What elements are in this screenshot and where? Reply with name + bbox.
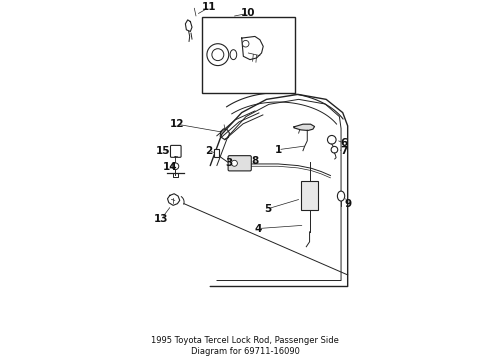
Text: 10: 10 [241,8,256,18]
Circle shape [172,163,179,170]
Text: 1995 Toyota Tercel Lock Rod, Passenger Side
Diagram for 69711-16090: 1995 Toyota Tercel Lock Rod, Passenger S… [151,336,339,356]
Text: 2: 2 [205,146,212,156]
Text: 8: 8 [251,156,259,166]
Circle shape [212,49,224,60]
Bar [202,17,294,93]
Ellipse shape [338,191,344,201]
Polygon shape [294,124,315,130]
Circle shape [207,44,229,66]
Text: 11: 11 [202,2,217,12]
Text: 4: 4 [255,224,262,234]
Circle shape [331,147,338,153]
Text: 12: 12 [170,119,184,129]
Text: 9: 9 [344,199,351,209]
Text: 1: 1 [274,145,282,155]
Bar [301,180,318,210]
Text: 13: 13 [154,213,169,224]
Circle shape [327,135,336,144]
Text: 15: 15 [156,146,171,156]
Ellipse shape [230,50,237,60]
FancyBboxPatch shape [228,156,251,171]
FancyBboxPatch shape [171,145,181,157]
Circle shape [243,40,249,47]
Text: 6: 6 [340,138,347,148]
Circle shape [231,160,237,166]
Text: 7: 7 [340,146,347,156]
Text: 3: 3 [225,158,232,168]
Text: 5: 5 [265,204,272,213]
Bar [214,149,219,157]
Text: 14: 14 [163,162,178,172]
